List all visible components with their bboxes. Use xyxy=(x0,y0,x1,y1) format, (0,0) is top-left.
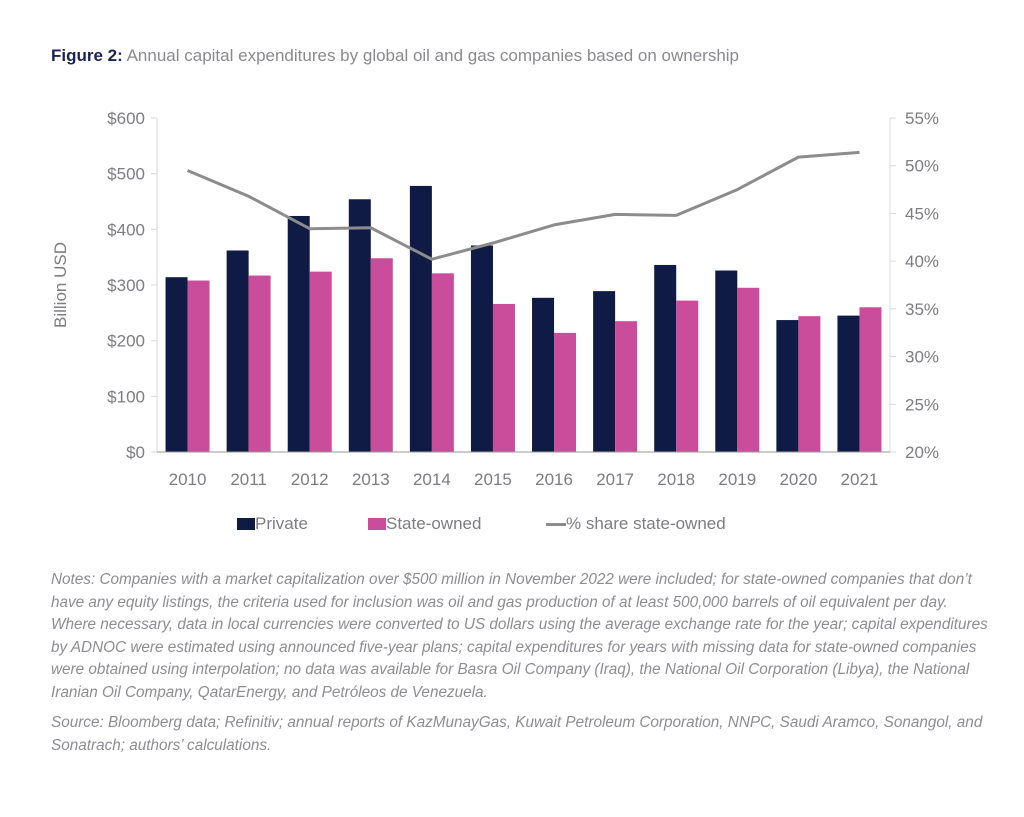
x-axis-tick-label: 2010 xyxy=(169,470,207,489)
x-axis-tick-label: 2011 xyxy=(230,470,267,489)
right-axis-tick-label: 25% xyxy=(905,395,939,414)
x-axis-tick-label: 2013 xyxy=(352,470,390,489)
left-axis-tick-label: $600 xyxy=(107,109,145,128)
x-axis-tick-label: 2018 xyxy=(657,470,695,489)
legend-item-share: % share state-owned xyxy=(546,514,726,534)
right-axis-tick-label: 30% xyxy=(905,348,939,367)
share-line-group xyxy=(186,150,860,261)
bar-state-owned xyxy=(431,273,454,452)
bar-state-owned xyxy=(676,300,699,452)
notes: Notes: Companies with a market capitaliz… xyxy=(51,569,991,757)
bar-private xyxy=(532,297,555,452)
left-axis-tick-label: $500 xyxy=(107,165,145,184)
bar-private xyxy=(409,185,432,452)
bar-state-owned xyxy=(859,307,882,452)
left-axis-tick-label: $0 xyxy=(126,443,145,462)
bar-private xyxy=(226,250,249,452)
figure-label: Figure 2: xyxy=(51,46,123,65)
bar-private xyxy=(593,291,616,452)
right-axis-tick-label: 35% xyxy=(905,300,939,319)
share-line xyxy=(186,150,860,261)
bar-state-owned xyxy=(554,332,577,452)
bar-private xyxy=(165,277,188,452)
x-axis-tick-label: 2021 xyxy=(841,470,879,489)
legend-label-private: Private xyxy=(255,514,308,533)
legend-label-share: % share state-owned xyxy=(566,514,726,533)
x-axis-labels: 2010 2011 2012 2013 2014 2015 2016 2017 2018 2019… xyxy=(169,470,879,489)
bar-private xyxy=(470,245,493,452)
bar-private xyxy=(776,320,799,452)
bar-state-owned xyxy=(370,258,393,452)
bar-state-owned xyxy=(615,321,638,452)
x-axis-tick-label: 2019 xyxy=(718,470,756,489)
bar-state-owned xyxy=(309,271,332,452)
bar-private xyxy=(837,315,860,452)
legend: Private State-owned % share state-owned xyxy=(0,514,1024,538)
legend-swatch-state-owned xyxy=(368,518,386,530)
bar-private xyxy=(287,215,310,452)
x-axis-tick-label: 2012 xyxy=(291,470,329,489)
left-axis: $0 $100 $200 $300 $400 $500 $600 xyxy=(107,109,158,462)
legend-swatch-private xyxy=(237,518,255,530)
bar-state-owned xyxy=(248,275,271,452)
x-axis-tick-label: 2016 xyxy=(535,470,573,489)
x-axis-tick-label: 2014 xyxy=(413,470,451,489)
right-axis-tick-label: 55% xyxy=(905,109,939,128)
right-axis-tick-label: 40% xyxy=(905,252,939,271)
legend-line-share xyxy=(546,522,566,526)
legend-label-state-owned: State-owned xyxy=(386,514,482,533)
x-axis-tick-label: 2020 xyxy=(779,470,817,489)
chart: $0 $100 $200 $300 $400 $500 $600 20% 25% 30% 35% 4… xyxy=(51,109,939,489)
source-text: Source: Bloomberg data; Refinitiv; annua… xyxy=(51,714,983,754)
bar-state-owned xyxy=(187,280,210,452)
x-axis-tick-label: 2015 xyxy=(474,470,512,489)
bar-state-owned xyxy=(737,287,760,452)
legend-item-state-owned: State-owned xyxy=(368,514,481,534)
bar-state-owned xyxy=(798,316,821,452)
bar-private xyxy=(654,264,677,452)
bar-state-owned xyxy=(492,303,515,452)
left-axis-tick-label: $100 xyxy=(107,387,145,406)
right-axis: 20% 25% 30% 35% 40% 45% 50% 55% xyxy=(889,109,939,462)
y-axis-title: Billion USD xyxy=(51,242,70,328)
left-axis-tick-label: $200 xyxy=(107,332,145,351)
bar-private xyxy=(348,199,371,452)
left-axis-tick-label: $400 xyxy=(107,220,145,239)
legend-item-private: Private xyxy=(237,514,308,534)
right-axis-tick-label: 20% xyxy=(905,443,939,462)
figure-title: Figure 2: Annual capital expenditures by… xyxy=(51,46,739,66)
figure-title-text: Annual capital expenditures by global oi… xyxy=(126,46,740,65)
right-axis-tick-label: 50% xyxy=(905,157,939,176)
notes-text: Notes: Companies with a market capitaliz… xyxy=(51,571,988,701)
right-axis-tick-label: 45% xyxy=(905,204,939,223)
x-axis-tick-label: 2017 xyxy=(596,470,634,489)
bar-private xyxy=(715,270,738,452)
left-axis-tick-label: $300 xyxy=(107,276,145,295)
bars xyxy=(157,185,890,453)
